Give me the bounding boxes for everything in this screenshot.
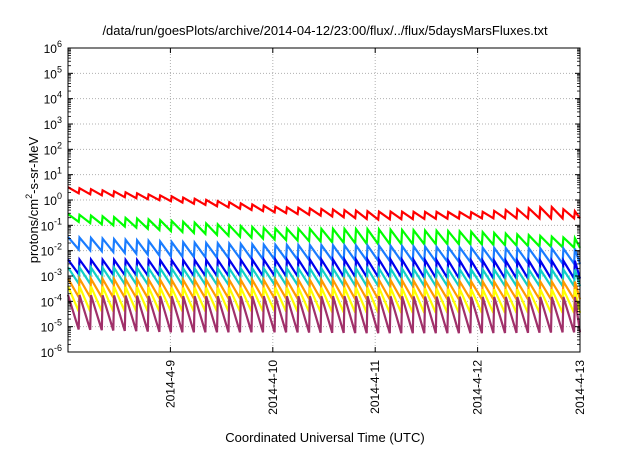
series-line-5	[67, 263, 582, 290]
y-tick-label: 10-2	[41, 242, 62, 259]
y-tick-label: 10-5	[41, 318, 62, 335]
plot-frame	[67, 47, 581, 353]
series-line-7	[66, 285, 582, 314]
series-line-4	[67, 255, 582, 283]
y-axis-label-prefix: protons/cm	[26, 199, 41, 263]
y-tick-label: 103	[44, 115, 62, 132]
x-tick-label: 2014-4-9	[163, 360, 177, 408]
y-axis-label-suffix: -s-sr-MeV	[26, 136, 41, 193]
y-tick-label: 101	[44, 166, 62, 183]
y-tick-label: 10-4	[41, 292, 62, 309]
series-line-8	[66, 294, 582, 334]
series-line-3	[67, 234, 582, 268]
x-tick-label: 2014-4-12	[471, 360, 485, 415]
y-tick-label: 104	[44, 90, 62, 107]
plot-series	[66, 186, 582, 334]
series-line-6	[67, 274, 582, 304]
axes: 10-6 10-5 10-4 10-3 10-2 10-1 100 101 102 103 104 1…	[41, 39, 587, 415]
x-tick-label: 2014-4-13	[573, 360, 587, 415]
series-line-2	[67, 212, 581, 250]
y-axis-label-superscript: 2	[24, 194, 34, 199]
y-tick-label: 10-6	[41, 343, 62, 360]
y-tick-label: 106	[44, 39, 62, 56]
x-tick-label: 2014-4-11	[368, 360, 382, 414]
x-tick-label: 2014-4-10	[266, 360, 280, 415]
y-tick-label: 10-3	[41, 267, 62, 284]
y-tick-label: 10-1	[41, 216, 62, 233]
y-tick-label: 105	[44, 64, 62, 81]
y-tick-label: 102	[44, 140, 62, 157]
y-tick-label: 100	[44, 191, 62, 208]
y-axis-label: protons/cm2-s-sr-MeV	[24, 136, 41, 263]
series-line-1	[67, 186, 581, 222]
chart-title: /data/run/goesPlots/archive/2014-04-12/2…	[102, 23, 548, 38]
x-axis-label: Coordinated Universal Time (UTC)	[225, 430, 424, 445]
